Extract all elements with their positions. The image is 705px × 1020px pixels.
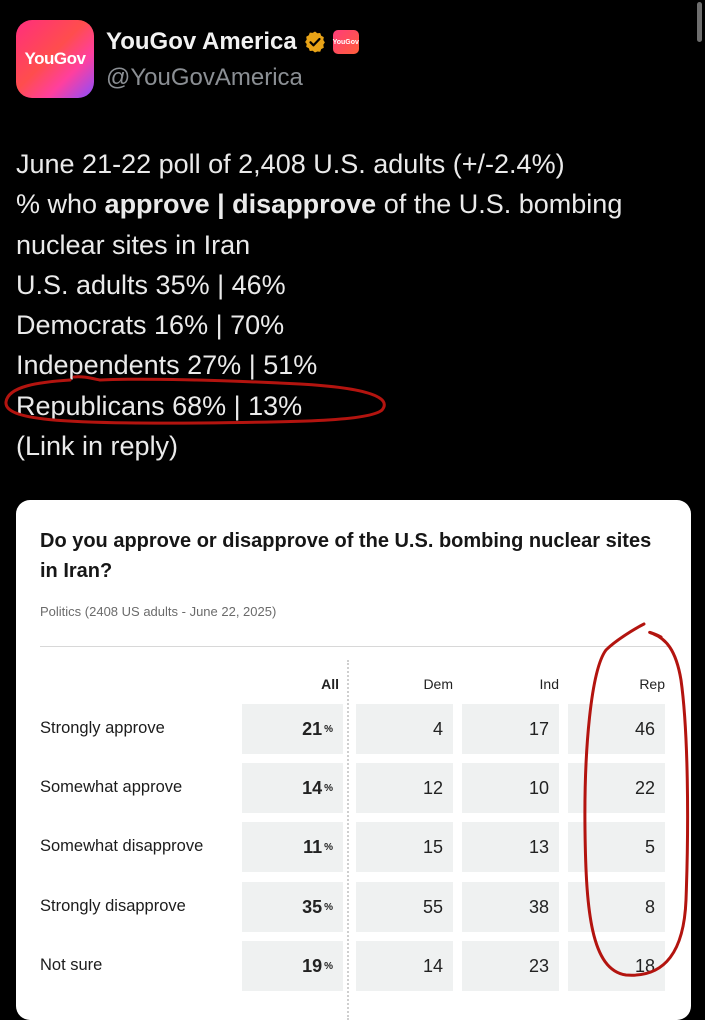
row-label: Somewhat approve — [40, 778, 183, 796]
poll-card[interactable]: Do you approve or disapprove of the U.S.… — [16, 500, 691, 1020]
cell-rep: 18 — [568, 941, 665, 991]
card-title: Do you approve or disapprove of the U.S.… — [40, 530, 652, 582]
tweet-line-1: June 21-22 poll of 2,408 U.S. adults (+/… — [16, 149, 565, 179]
pct-symbol: % — [324, 841, 333, 853]
cell-rep: 22 — [568, 763, 665, 813]
cell-all: 14% — [242, 763, 343, 813]
cell-value: 35 — [302, 896, 323, 917]
cell-ind: 10 — [462, 763, 559, 813]
row-label: Strongly approve — [40, 719, 165, 737]
tweet-line-2: % who approve | disapprove of the U.S. b… — [16, 184, 686, 224]
scrollbar[interactable] — [693, 0, 705, 1000]
tweet-line-5: Democrats 16% | 70% — [16, 310, 285, 341]
row-label: Strongly disapprove — [40, 897, 186, 915]
tweet-header: YouGov YouGov America YouGov @YouGovAmer… — [16, 20, 676, 100]
col-header-rep: Rep — [639, 676, 665, 692]
tweet-line-8[interactable]: (Link in reply) — [16, 431, 179, 462]
row-label: Somewhat disapprove — [40, 837, 204, 855]
cell-value: 11 — [303, 836, 323, 857]
cell-all: 11% — [242, 822, 343, 872]
pct-symbol: % — [324, 960, 333, 972]
avatar-logo: YouGov — [24, 49, 86, 68]
cell-dem: 12 — [356, 763, 453, 813]
avatar[interactable]: YouGov — [16, 20, 94, 98]
pct-symbol: % — [324, 901, 333, 913]
cell-value: 19 — [302, 955, 323, 976]
tweet-text: June 21-22 poll of 2,408 U.S. adults (+/… — [16, 144, 686, 466]
cell-ind: 17 — [462, 704, 559, 754]
cell-rep: 46 — [568, 704, 665, 754]
tweet-line-3: nuclear sites in Iran — [16, 229, 251, 260]
cell-ind: 38 — [462, 882, 559, 932]
pct-symbol: % — [324, 723, 333, 735]
cell-dem: 4 — [356, 704, 453, 754]
col-header-ind: Ind — [539, 676, 559, 692]
cell-value: 14 — [302, 777, 323, 798]
cell-rep: 8 — [568, 882, 665, 932]
cell-dem: 14 — [356, 941, 453, 991]
name-row: YouGov America YouGov — [106, 28, 359, 56]
tweet-line-2-prefix: % who — [16, 189, 105, 220]
cell-all: 21% — [242, 704, 343, 754]
affiliate-badge-text: YouGov — [332, 38, 359, 46]
tweet-line-7: Republicans 68% | 13% — [16, 390, 303, 421]
cell-dem: 55 — [356, 882, 453, 932]
cell-dem: 15 — [356, 822, 453, 872]
col-header-dem: Dem — [423, 676, 453, 692]
cell-ind: 23 — [462, 941, 559, 991]
cell-ind: 13 — [462, 822, 559, 872]
card-divider — [40, 646, 670, 647]
card-subtitle: Politics (2408 US adults - June 22, 2025… — [40, 604, 277, 619]
cell-value: 21 — [302, 718, 323, 739]
display-name[interactable]: YouGov America — [106, 28, 297, 55]
row-label: Not sure — [40, 956, 103, 974]
col-header-all: All — [321, 676, 339, 692]
tweet-approve-text: approve — [104, 189, 210, 220]
scrollbar-thumb[interactable] — [697, 2, 702, 42]
tweet-line-4: U.S. adults 35% | 46% — [16, 269, 286, 300]
handle[interactable]: @YouGovAmerica — [106, 64, 303, 91]
tweet-disapprove-text: disapprove — [232, 189, 377, 220]
cell-all: 19% — [242, 941, 343, 991]
pct-symbol: % — [324, 782, 333, 794]
column-separator — [347, 660, 349, 1020]
tweet-line-2-suffix: of the U.S. bombing — [376, 189, 623, 220]
cell-rep: 5 — [568, 822, 665, 872]
verified-badge-icon[interactable] — [303, 30, 327, 54]
tweet-separator: | — [209, 189, 233, 220]
yougov-affiliate-badge-icon[interactable]: YouGov — [333, 30, 359, 54]
cell-all: 35% — [242, 882, 343, 932]
tweet-line-6: Independents 27% | 51% — [16, 350, 318, 381]
